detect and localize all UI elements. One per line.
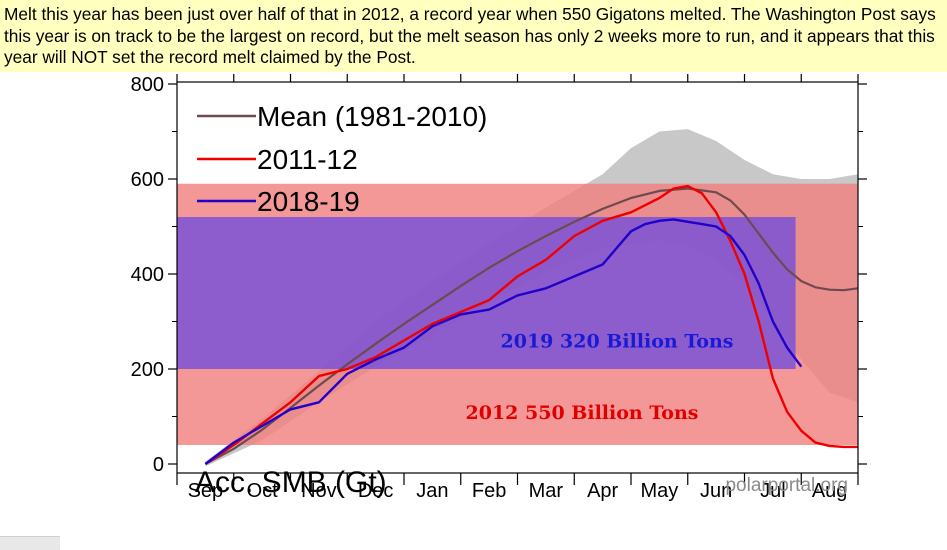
line-2018-19 bbox=[204, 218, 803, 465]
scrollbar-stub[interactable] bbox=[0, 536, 60, 550]
y-tick-label: 800 bbox=[131, 74, 164, 96]
x-tick-label-apr: Apr bbox=[587, 480, 618, 502]
x-tick-label-nov: Nov bbox=[301, 480, 337, 502]
x-tick-label-aug: Aug bbox=[812, 480, 848, 502]
x-tick-label-may: May bbox=[640, 480, 678, 502]
caption-text: Melt this year has been just over half o… bbox=[4, 4, 936, 67]
x-tick-label-jul: Jul bbox=[760, 480, 786, 502]
x-tick-label-oct: Oct bbox=[247, 480, 279, 502]
y-tick-label: 600 bbox=[131, 169, 164, 191]
caption-banner: Melt this year has been just over half o… bbox=[0, 0, 947, 72]
annotation-2019: 2019 320 Billion Tons bbox=[501, 331, 734, 353]
x-tick-label-feb: Feb bbox=[472, 480, 506, 502]
x-tick-label-dec: Dec bbox=[358, 480, 394, 502]
band-2019-melt bbox=[177, 217, 796, 369]
line-2011-12 bbox=[204, 184, 858, 465]
x-tick-label-sep: Sep bbox=[188, 480, 224, 502]
legend-label-2: 2011-12 bbox=[257, 144, 358, 175]
annotation-2012: 2012 550 Billion Tons bbox=[466, 402, 699, 424]
legend-label-3: 2018-19 bbox=[257, 186, 360, 217]
x-tick-label-jan: Jan bbox=[416, 480, 448, 502]
y-tick-label: 200 bbox=[131, 359, 164, 381]
legend-label-1: Mean (1981-2010) bbox=[257, 101, 487, 132]
y-tick-label: 400 bbox=[131, 264, 164, 286]
y-tick-label: 0 bbox=[153, 454, 164, 476]
smb-chart: 0 200 400 600 800 Sep Oct Nov Dec Jan Feb Mar Apr May… bbox=[131, 74, 867, 502]
x-tick-label-jun: Jun bbox=[700, 480, 732, 502]
x-tick-label-mar: Mar bbox=[529, 480, 564, 502]
y-axis-label: Acc. SMB (Gt) bbox=[195, 466, 387, 499]
chart-container: 0 200 400 600 800 Sep Oct Nov Dec Jan Feb Mar Apr May… bbox=[0, 72, 947, 549]
watermark: polarportal.org bbox=[725, 475, 848, 496]
